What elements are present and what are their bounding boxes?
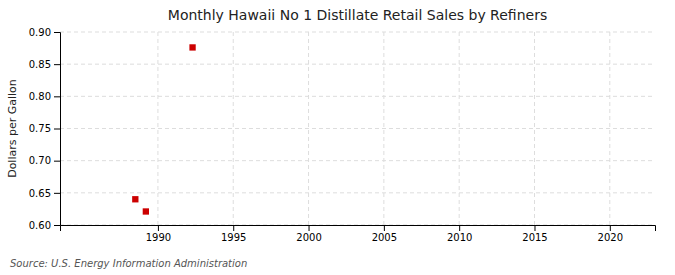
- x-tick-label: 2020: [598, 232, 623, 243]
- y-tick-mark: [54, 64, 60, 65]
- x-tick-mark: [610, 225, 611, 231]
- y-axis: 0.60 0.65 0.70 0.75 0.80 0.85 0.90: [29, 27, 61, 231]
- y-tick-mark: [54, 32, 60, 33]
- y-tick-mark: [54, 96, 60, 97]
- y-grid-line: [60, 32, 655, 33]
- point: [189, 44, 195, 50]
- y-axis-title: Dollars per Gallon: [6, 79, 19, 178]
- y-tick: 0.80: [29, 91, 60, 102]
- y-tick: 0.60: [29, 220, 60, 231]
- y-grid-line: [60, 96, 655, 97]
- grid: [60, 32, 655, 225]
- x-tick: 2010: [447, 225, 472, 243]
- x-tick: 1995: [221, 225, 246, 243]
- y-tick-label: 0.85: [29, 59, 51, 70]
- x-tick-mark: [233, 225, 234, 231]
- y-tick-label: 0.90: [29, 27, 51, 38]
- y-tick: 0.75: [29, 123, 60, 134]
- y-tick: 0.90: [29, 27, 60, 38]
- y-tick: 0.70: [29, 155, 60, 166]
- y-tick-mark: [54, 225, 60, 226]
- point: [132, 196, 138, 202]
- y-tick-label: 0.60: [29, 220, 51, 231]
- x-tick-label: 2005: [372, 232, 397, 243]
- x-axis: 1990 1995 2000 2005 2010 2015 2020: [61, 225, 656, 243]
- x-tick-label: 2015: [522, 232, 547, 243]
- points: [132, 44, 196, 214]
- x-grid-line: [534, 32, 535, 225]
- chart-svg: 1990 1995 2000 2005 2010 2015 2020 0.60 0.65 0.70…: [0, 0, 675, 275]
- y-tick: 0.65: [29, 188, 60, 199]
- x-tick-label: 1995: [221, 232, 246, 243]
- x-axis-line: [61, 226, 656, 232]
- y-tick-mark: [54, 129, 60, 130]
- x-tick: 1990: [146, 225, 171, 243]
- x-tick: 2015: [522, 225, 547, 243]
- y-grid-line: [60, 64, 655, 65]
- y-tick-label: 0.80: [29, 91, 51, 102]
- x-tick-label: 2000: [296, 232, 321, 243]
- y-tick-label: 0.65: [29, 188, 51, 199]
- source-note: Source: U.S. Energy Information Administ…: [10, 258, 247, 269]
- x-tick: 2020: [598, 225, 623, 243]
- y-tick: 0.85: [29, 59, 60, 70]
- x-tick-mark: [459, 225, 460, 231]
- y-tick-label: 0.70: [29, 155, 51, 166]
- x-tick-label: 2010: [447, 232, 472, 243]
- point: [143, 208, 149, 214]
- y-tick-label: 0.75: [29, 123, 51, 134]
- x-tick-mark: [309, 225, 310, 231]
- x-tick-label: 1990: [146, 232, 171, 243]
- x-tick-mark: [384, 225, 385, 231]
- title: Monthly Hawaii No 1 Distillate Retail Sa…: [168, 7, 547, 23]
- x-tick: 2005: [372, 225, 397, 243]
- y-axis-line: [54, 33, 61, 226]
- chart-container: 1990 1995 2000 2005 2010 2015 2020 0.60 0.65 0.70…: [0, 0, 675, 275]
- x-tick-mark: [158, 225, 159, 231]
- y-tick-mark: [54, 161, 60, 162]
- y-grid-line: [60, 160, 655, 161]
- x-tick: 2000: [296, 225, 321, 243]
- y-grid-line: [60, 128, 655, 129]
- y-grid-line: [60, 192, 655, 193]
- y-tick-mark: [54, 193, 60, 194]
- x-tick-mark: [534, 225, 535, 231]
- x-grid-line: [233, 32, 234, 225]
